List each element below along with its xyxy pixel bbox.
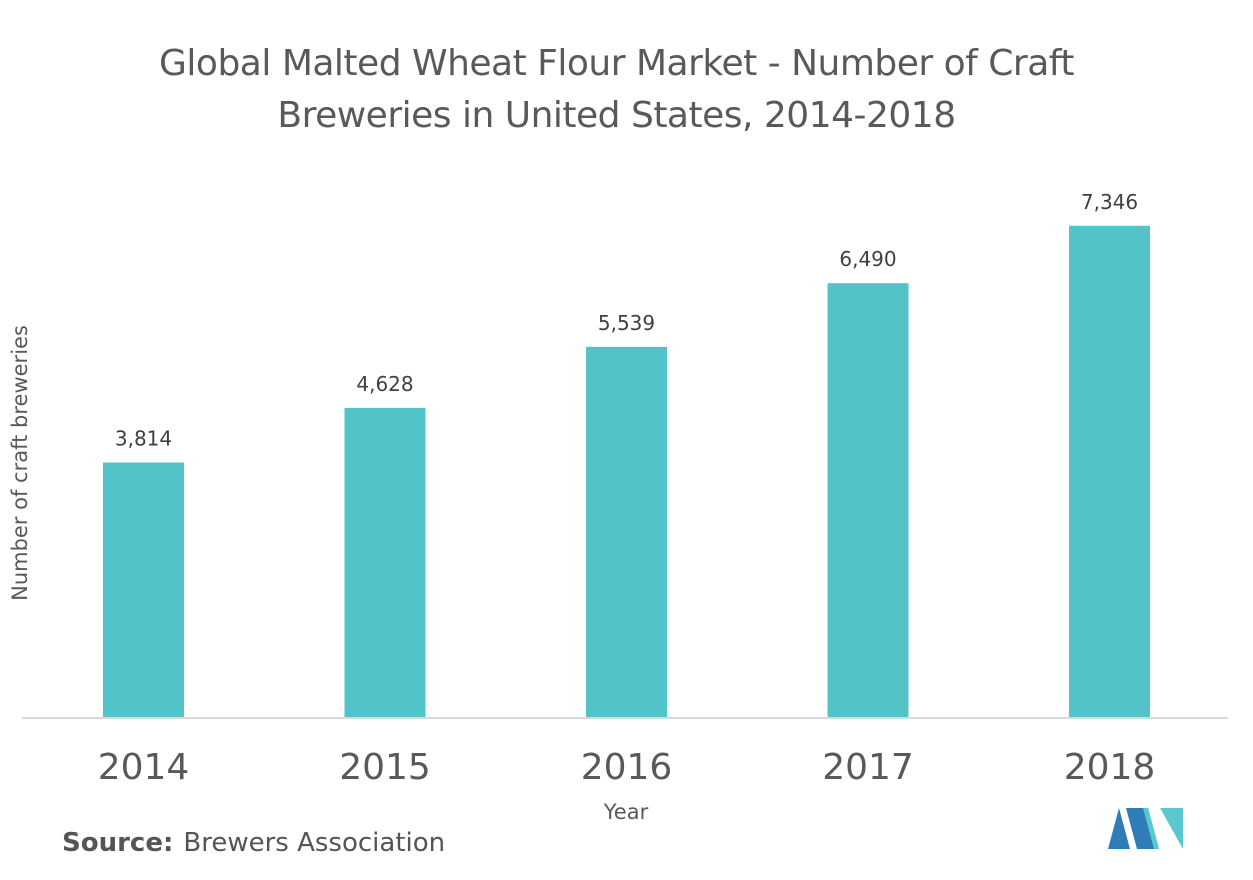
value-label-2015: 4,628 bbox=[356, 372, 413, 396]
tick-labels-group: 2014 2015 2016 2017 2018 bbox=[98, 747, 1156, 788]
source-text: Brewers Association bbox=[183, 828, 446, 858]
value-label-2017: 6,490 bbox=[839, 247, 896, 271]
chart-title-line-2: Breweries in United States, 2014-2018 bbox=[277, 95, 956, 136]
source-note: Source: Brewers Association bbox=[62, 828, 445, 858]
y-axis-title: Number of craft breweries bbox=[8, 325, 32, 601]
logo-icon bbox=[1108, 808, 1183, 849]
company-logo bbox=[1108, 808, 1184, 855]
x-tick-label-2014: 2014 bbox=[98, 747, 190, 788]
bar-2018 bbox=[1069, 225, 1150, 718]
x-tick-label-2018: 2018 bbox=[1064, 747, 1156, 788]
bars-group bbox=[103, 225, 1150, 718]
bar-2017 bbox=[827, 283, 909, 718]
logo-shape-left bbox=[1108, 808, 1130, 849]
bar-2014 bbox=[103, 462, 184, 718]
source-label: Source: bbox=[62, 828, 174, 858]
logo-shape-accent bbox=[1143, 808, 1159, 849]
value-label-2016: 5,539 bbox=[598, 311, 655, 335]
bar-2016 bbox=[586, 346, 667, 718]
x-tick-label-2017: 2017 bbox=[822, 747, 914, 788]
value-label-2018: 7,346 bbox=[1081, 190, 1138, 214]
x-axis-title: Year bbox=[603, 800, 649, 824]
value-labels-group: 3,814 4,628 5,539 6,490 7,346 bbox=[115, 190, 1138, 451]
logo-shape-right bbox=[1160, 808, 1183, 849]
value-label-2014: 3,814 bbox=[115, 426, 172, 450]
x-tick-label-2016: 2016 bbox=[581, 747, 673, 788]
bar-2015 bbox=[344, 407, 426, 718]
x-tick-label-2015: 2015 bbox=[339, 747, 431, 788]
chart-title-line-1: Global Malted Wheat Flour Market - Numbe… bbox=[159, 43, 1074, 84]
chart-title: Global Malted Wheat Flour Market - Numbe… bbox=[0, 38, 1233, 142]
